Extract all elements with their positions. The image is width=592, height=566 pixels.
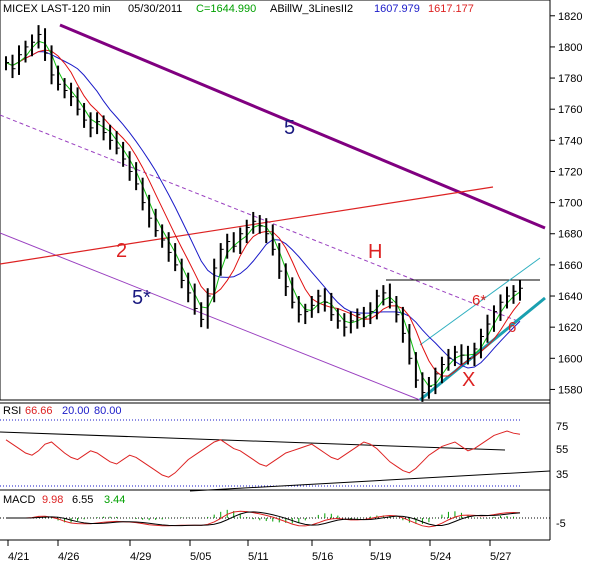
price-tick-label: 1780 [558, 73, 582, 85]
rsi-trendline-upper [0, 431, 506, 451]
header-indicator-name: ABillW_3LinesII2 [270, 3, 353, 15]
price-tick-label: 1760 [558, 104, 582, 116]
price-tick-label: 1700 [558, 198, 582, 210]
rsi-label: RSI [3, 405, 21, 417]
price-tick-label: 1800 [558, 42, 582, 54]
x-tick-label: 5/24 [430, 551, 451, 563]
x-tick-label: 5/05 [190, 551, 211, 563]
x-tick-label: 4/26 [58, 551, 79, 563]
x-tick-label: 4/21 [8, 551, 29, 563]
rsi-trendline-lower [189, 470, 551, 492]
x-tick-label: 5/27 [490, 551, 511, 563]
header-indicator-value-2: 1617.177 [428, 3, 474, 15]
rsi-tick-35: 35 [556, 469, 568, 481]
header-bg [1, 1, 511, 15]
macd-tick: -5 [556, 518, 566, 530]
macd-label: MACD [3, 494, 35, 506]
price-tick-label: 1820 [558, 11, 582, 23]
trendline-5-star [0, 232, 421, 401]
price-ticks: 1580 1600 1620 1640 1660 1680 1700 1720 1740 1760… [550, 11, 582, 396]
price-panel [0, 0, 551, 401]
wave-label-h: H [368, 241, 382, 263]
header-date: 05/30/2011 [128, 3, 182, 15]
channel-x-upper [419, 257, 541, 346]
price-tick-label: 1720 [558, 166, 582, 178]
trendline-dashed [0, 114, 521, 323]
x-tick-label: 4/29 [130, 551, 151, 563]
header-close: C=1644.990 [196, 3, 256, 15]
rsi-level-low: 20.00 [62, 405, 90, 417]
ma-mid-line [5, 49, 521, 377]
x-tick-label: 5/16 [312, 551, 333, 563]
macd-value-3: 3.44 [104, 494, 125, 506]
rsi-tick-55: 55 [556, 444, 568, 456]
wave-label-6: 6 [508, 319, 516, 336]
x-axis-labels: 4/21 4/26 4/29 5/05 5/11 5/16 5/19 5/24 5/27 [7, 540, 511, 563]
rsi-level-high: 80.00 [94, 405, 122, 417]
x-tick-label: 5/11 [248, 551, 269, 563]
ma-fast-line [5, 40, 521, 387]
price-bars [5, 25, 523, 402]
header-indicator-value-1: 1607.979 [374, 3, 420, 15]
wave-label-5: 5 [284, 117, 295, 139]
price-tick-label: 1620 [558, 322, 582, 334]
price-tick-label: 1640 [558, 291, 582, 303]
price-tick-label: 1680 [558, 229, 582, 241]
macd-value-2: 6.55 [72, 494, 93, 506]
x-tick-label: 5/19 [370, 551, 391, 563]
price-tick-label: 1740 [558, 135, 582, 147]
macd-histogram [31, 509, 521, 524]
header-symbol: MICEX LAST-120 min [3, 3, 111, 15]
trendline-5-top [59, 23, 546, 230]
macd-line [6, 510, 521, 528]
rsi-line [5, 430, 521, 478]
channel-x-lower [419, 296, 546, 402]
wave-label-x: X [462, 369, 475, 391]
price-tick-label: 1660 [558, 260, 582, 272]
annotation-lines [0, 23, 546, 402]
wave-label-2: 2 [116, 240, 127, 262]
rsi-value: 66.66 [25, 405, 53, 417]
wave-label-6-star: 6* [472, 292, 486, 309]
rsi-tick-75: 75 [556, 421, 568, 433]
macd-value-1: 9.98 [42, 494, 63, 506]
price-tick-label: 1600 [558, 353, 582, 365]
price-tick-label: 1580 [558, 384, 582, 396]
macd-signal-line [6, 511, 521, 527]
ma-slow-line [5, 51, 521, 369]
wave-label-5-star: 5* [132, 287, 151, 309]
